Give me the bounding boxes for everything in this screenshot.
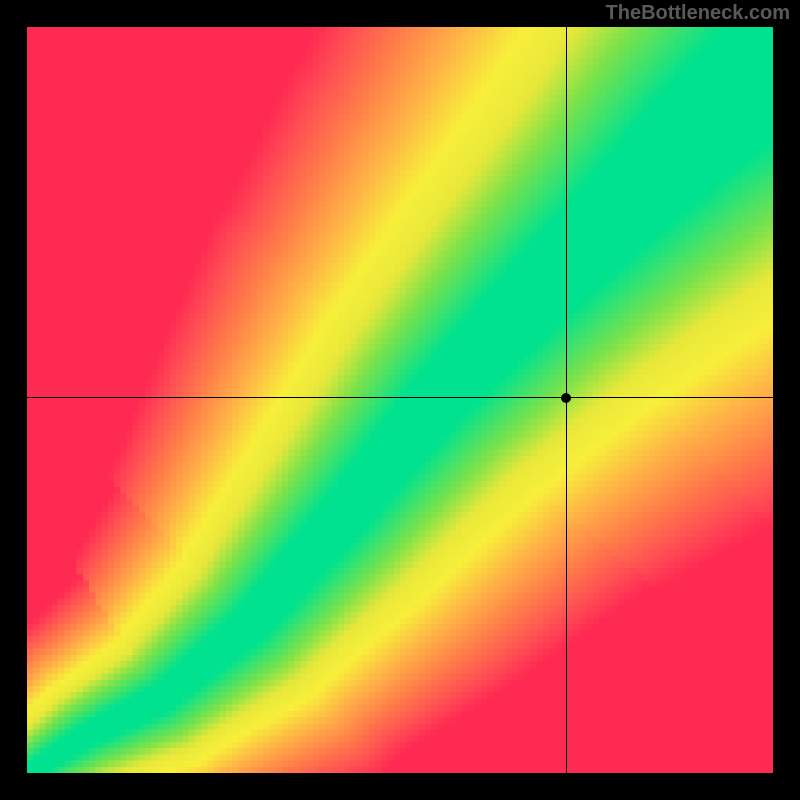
- watermark-text: TheBottleneck.com: [606, 2, 790, 25]
- chart-container: TheBottleneck.com: [0, 0, 800, 800]
- crosshair-horizontal: [27, 397, 773, 398]
- bottleneck-heatmap: [27, 27, 773, 773]
- selection-dot: [561, 393, 571, 403]
